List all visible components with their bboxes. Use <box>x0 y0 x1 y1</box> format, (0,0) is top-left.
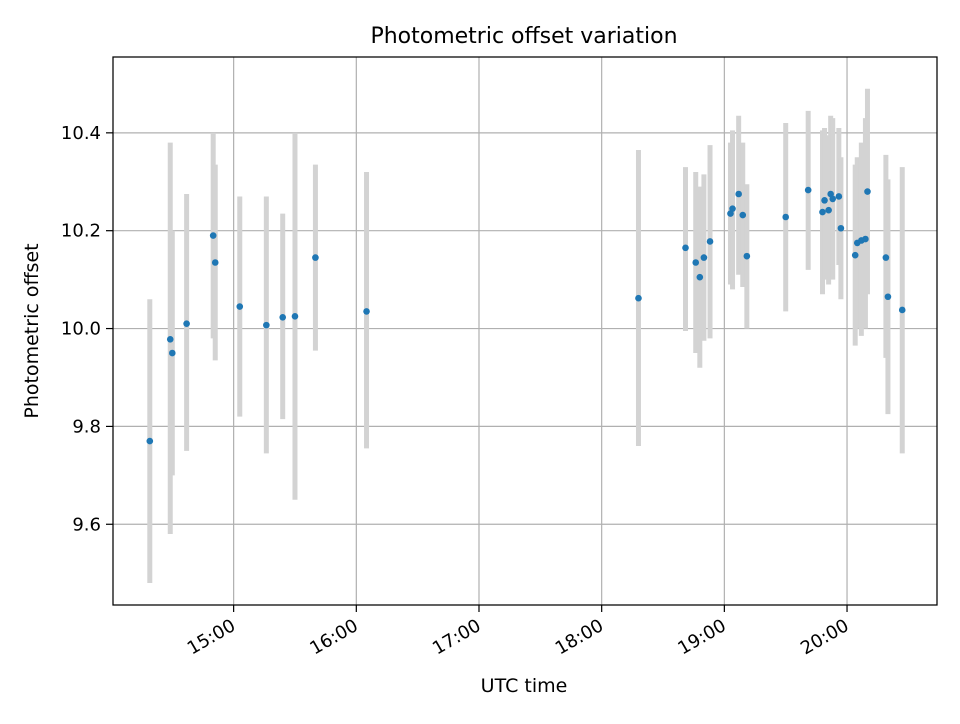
data-point <box>819 208 826 216</box>
grid <box>113 57 937 605</box>
data-point <box>864 188 871 195</box>
data-point <box>851 251 859 259</box>
data-point <box>821 197 828 204</box>
data-point <box>882 254 890 261</box>
y-tick-label: 10.2 <box>61 221 101 242</box>
data-point <box>729 205 736 212</box>
data-point <box>884 293 892 301</box>
data-point <box>735 190 742 198</box>
data-point <box>739 211 747 219</box>
data-point <box>209 232 217 239</box>
x-axis-label: UTC time <box>481 675 568 697</box>
data-point <box>804 186 812 194</box>
data-point <box>782 213 789 221</box>
y-axis-label: Photometric offset <box>21 243 43 418</box>
plot-area-frame <box>112 56 938 606</box>
data-point <box>291 313 299 320</box>
data-point <box>706 238 714 245</box>
data-points <box>146 186 906 445</box>
y-tick-label: 9.8 <box>72 416 101 437</box>
data-point <box>829 195 837 203</box>
data-point <box>211 259 219 266</box>
data-point <box>862 235 869 243</box>
data-point <box>168 349 176 357</box>
data-point <box>635 294 642 302</box>
data-point <box>682 244 689 252</box>
data-point <box>312 254 319 261</box>
data-point <box>692 259 700 266</box>
data-point <box>183 320 190 327</box>
data-point <box>146 437 154 445</box>
data-point <box>898 306 906 314</box>
data-point <box>743 252 751 260</box>
y-tick-label: 10.4 <box>61 123 101 144</box>
data-point <box>363 308 370 315</box>
data-point <box>279 314 287 321</box>
data-point <box>236 303 244 310</box>
data-point <box>835 193 843 200</box>
data-point <box>700 254 708 261</box>
data-point <box>837 224 845 232</box>
y-tick-label: 9.6 <box>72 514 101 535</box>
data-point <box>696 273 704 281</box>
y-tick-label: 10.0 <box>61 319 101 340</box>
data-point <box>825 206 832 214</box>
chart-title: Photometric offset variation <box>370 24 677 49</box>
data-point <box>166 336 174 343</box>
data-point <box>263 321 270 329</box>
